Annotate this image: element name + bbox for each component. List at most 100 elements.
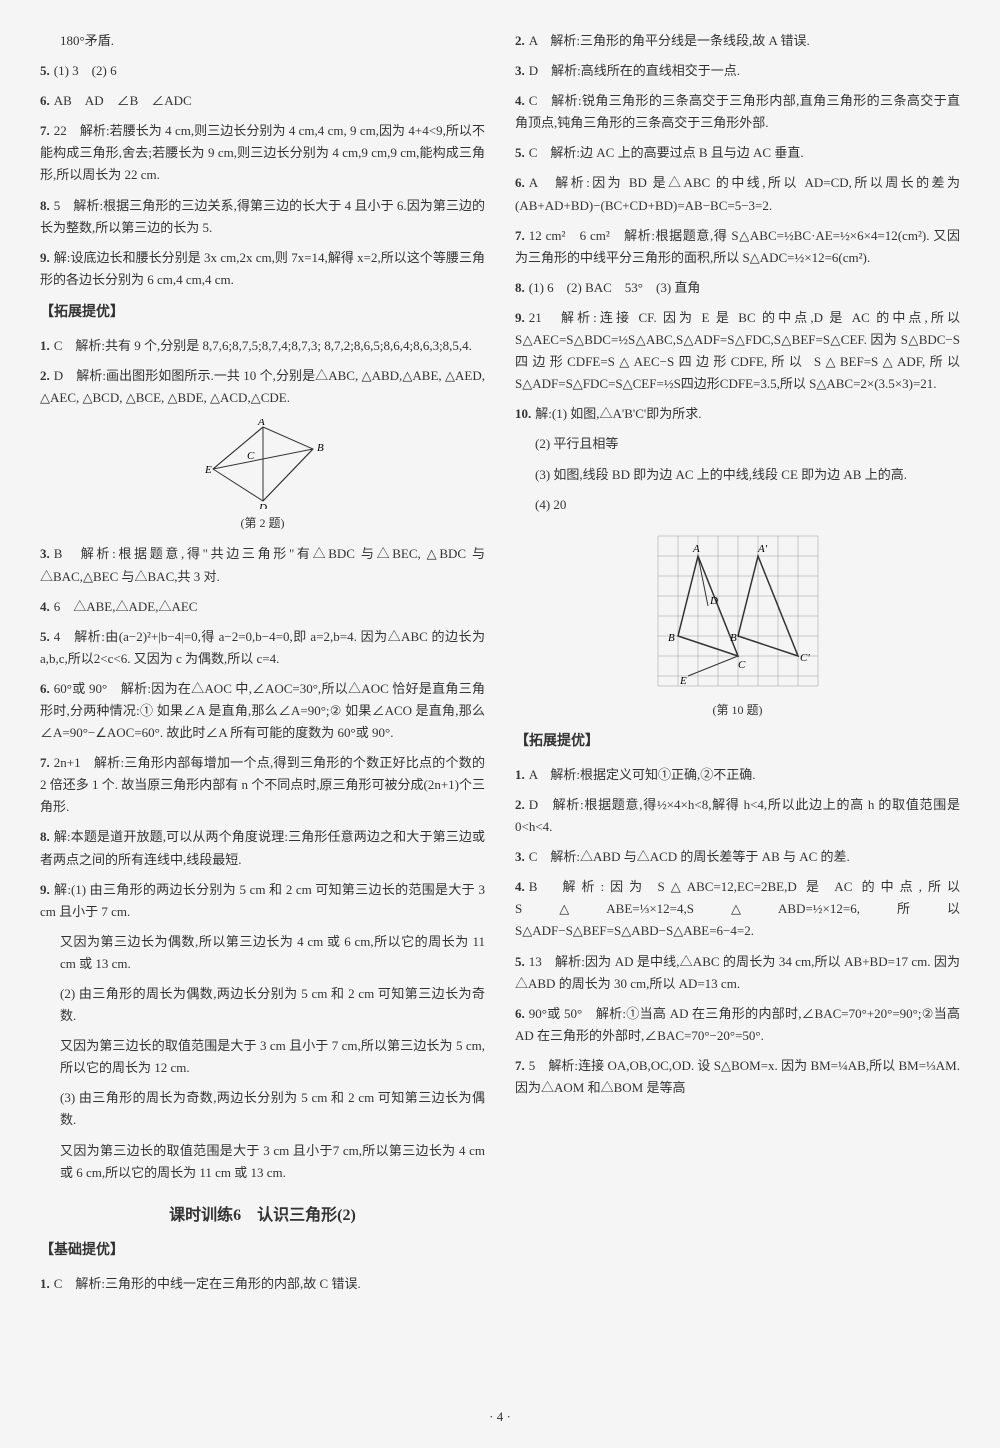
left-base-items: 1.C 解析:三角形的中线一定在三角形的内部,故 C 错误. — [40, 1273, 485, 1295]
svg-text:A: A — [692, 543, 700, 555]
item-number: 3. — [515, 849, 525, 864]
item-number: 10. — [515, 406, 531, 421]
item-number: 1. — [40, 1276, 50, 1291]
item-number: 3. — [40, 546, 50, 561]
answer-item: 4.C 解析:锐角三角形的三条高交于三角形内部,直角三角形的三条高交于直角顶点,… — [515, 90, 960, 134]
svg-text:E: E — [204, 464, 212, 476]
item-text: AB AD ∠B ∠ADC — [54, 93, 192, 108]
svg-text:C: C — [247, 450, 255, 462]
answer-item: 6.60°或 90° 解析:因为在△AOC 中,∠AOC=30°,所以△AOC … — [40, 678, 485, 744]
svg-text:D: D — [258, 502, 267, 509]
answer-item: 3.D 解析:高线所在的直线相交于一点. — [515, 60, 960, 82]
item-number: 2. — [515, 33, 525, 48]
right-column: 2.A 解析:三角形的角平分线是一条线段,故 A 错误. 3.D 解析:高线所在的… — [515, 30, 960, 1418]
item-number: 5. — [515, 954, 525, 969]
item-text: 21 解析:连接 CF. 因为 E 是 BC 的中点,D 是 AC 的中点,所以… — [515, 310, 960, 391]
answer-item: 3. C 解析:△ABD 与△ACD 的周长差等于 AB 与 AC 的差. — [515, 846, 960, 868]
q9-parts: 又因为第三边长为偶数,所以第三边长为 4 cm 或 6 cm,所以它的周长为 1… — [40, 931, 485, 1184]
item-text: D 解析:画出图形如图所示.一共 10 个,分别是△ABC, △ABD,△ABE… — [40, 368, 485, 405]
item-text: B 解析:根据题意,得"共边三角形"有△BDC 与△BEC, △BDC 与△BA… — [40, 546, 485, 583]
item-number: 9. — [40, 882, 50, 897]
answer-item: 6.90°或 50° 解析:①当高 AD 在三角形的内部时,∠BAC=70°+2… — [515, 1003, 960, 1047]
item-text: 解:(1) 如图,△A'B'C'即为所求. — [535, 406, 701, 421]
item-text: 22 解析:若腰长为 4 cm,则三边长分别为 4 cm,4 cm, 9 cm,… — [40, 123, 485, 182]
item-number: 9. — [40, 250, 50, 265]
answer-item: 5. (1) 3 (2) 6 — [40, 60, 485, 82]
item-number: 7. — [40, 123, 50, 138]
item-number: 5. — [40, 629, 50, 644]
item-number: 8. — [40, 198, 50, 213]
answer-item: 7.2n+1 解析:三角形内部每增加一个点,得到三角形的个数正好比点的个数的 2… — [40, 752, 485, 818]
item-number: 4. — [40, 599, 50, 614]
item-text: B 解析:因为 S△ABC=12,EC=2BE,D 是 AC 的中点,所以 S△… — [515, 879, 960, 938]
item-number: 7. — [515, 228, 525, 243]
answer-item: 7.12 cm² 6 cm² 解析:根据题意,得 S△ABC=½BC·AE=½×… — [515, 225, 960, 269]
answer-item: 2.A 解析:三角形的角平分线是一条线段,故 A 错误. — [515, 30, 960, 52]
item-text: D 解析:根据题意,得½×4×h<8,解得 h<4,所以此边上的高 h 的取值范… — [515, 797, 960, 834]
sub-part: 又因为第三边长的取值范围是大于 3 cm 且小于 7 cm,所以第三边长为 5 … — [40, 1035, 485, 1079]
item-number: 9. — [515, 310, 525, 325]
svg-text:C': C' — [800, 652, 810, 664]
answer-item: 8.(1) 6 (2) BAC 53° (3) 直角 — [515, 277, 960, 299]
figure-10-caption: (第 10 题) — [515, 700, 960, 720]
item-text: C 解析:边 AC 上的高要过点 B 且与边 AC 垂直. — [529, 145, 804, 160]
item-text: 解:本题是道开放题,可以从两个角度说理:三角形任意两边之和大于第三边或者两点之间… — [40, 829, 485, 866]
item-text: C 解析:△ABD 与△ACD 的周长差等于 AB 与 AC 的差. — [529, 849, 850, 864]
item-number: 2. — [40, 368, 50, 383]
answer-item: 5. C 解析:边 AC 上的高要过点 B 且与边 AC 垂直. — [515, 142, 960, 164]
answer-item: 5.4 解析:由(a−2)²+|b−4|=0,得 a−2=0,b−4=0,即 a… — [40, 626, 485, 670]
item-text: C 解析:锐角三角形的三条高交于三角形内部,直角三角形的三条高交于直角顶点,钝角… — [515, 93, 960, 130]
svg-text:C: C — [738, 659, 746, 671]
continuation-text: 180°矛盾. — [40, 30, 485, 52]
answer-item: 6.AB AD ∠B ∠ADC — [40, 90, 485, 112]
answer-item: 1.C 解析:三角形的中线一定在三角形的内部,故 C 错误. — [40, 1273, 485, 1295]
item-text: 90°或 50° 解析:①当高 AD 在三角形的内部时,∠BAC=70°+20°… — [515, 1006, 960, 1043]
item-number: 6. — [515, 1006, 525, 1021]
right-base-items: 2.A 解析:三角形的角平分线是一条线段,故 A 错误. 3.D 解析:高线所在的… — [515, 30, 960, 425]
triangle-diagram-icon: A B E D C — [193, 419, 333, 509]
item-text: C 解析:共有 9 个,分别是 8,7,6;8,7,5;8,7,4;8,7,3;… — [54, 338, 472, 353]
svg-text:B': B' — [730, 632, 740, 644]
q10-parts: (2) 平行且相等(3) 如图,线段 BD 即为边 AC 上的中线,线段 CE … — [515, 433, 960, 515]
item-text: 60°或 90° 解析:因为在△AOC 中,∠AOC=30°,所以△AOC 恰好… — [40, 681, 485, 740]
answer-item: 7.22 解析:若腰长为 4 cm,则三边长分别为 4 cm,4 cm, 9 c… — [40, 120, 485, 186]
item-number: 5. — [515, 145, 525, 160]
item-text: 5 解析:连接 OA,OB,OC,OD. 设 S△BOM=x. 因为 BM=¼A… — [515, 1058, 960, 1095]
page-number: · 4 · — [489, 1406, 511, 1428]
item-number: 7. — [515, 1058, 525, 1073]
item-text: (1) 3 (2) 6 — [54, 63, 117, 78]
left-ext-items: 1. C 解析:共有 9 个,分别是 8,7,6;8,7,5;8,7,4;8,7,… — [40, 335, 485, 409]
sub-part: (2) 由三角形的周长为偶数,两边长分别为 5 cm 和 2 cm 可知第三边长… — [40, 983, 485, 1027]
left-main-items: 5. (1) 3 (2) 6 6.AB AD ∠B ∠ADC 7.22 解析:若腰长为… — [40, 60, 485, 291]
item-text: 6 △ABE,△ADE,△AEC — [54, 599, 198, 614]
svg-text:B: B — [317, 442, 324, 454]
extension-title: 【拓展提优】 — [40, 301, 485, 325]
item-text: 12 cm² 6 cm² 解析:根据题意,得 S△ABC=½BC·AE=½×6×… — [515, 228, 960, 265]
item-number: 6. — [515, 175, 525, 190]
svg-text:A: A — [257, 419, 265, 428]
item-text: (1) 6 (2) BAC 53° (3) 直角 — [529, 280, 701, 295]
item-text: A 解析:根据定义可知①正确,②不正确. — [529, 767, 756, 782]
item-text: 4 解析:由(a−2)²+|b−4|=0,得 a−2=0,b−4=0,即 a=2… — [40, 629, 485, 666]
svg-text:A': A' — [757, 543, 768, 555]
right-ext-items: 1.A 解析:根据定义可知①正确,②不正确.2.D 解析:根据题意,得½×4×h… — [515, 764, 960, 1099]
answer-item: 1. A 解析:根据定义可知①正确,②不正确. — [515, 764, 960, 786]
sub-part: (3) 由三角形的周长为奇数,两边长分别为 5 cm 和 2 cm 可知第三边长… — [40, 1087, 485, 1131]
item-text: 5 解析:根据三角形的三边关系,得第三边的长大于 4 且小于 6.因为第三边的长… — [40, 198, 485, 235]
sub-part: 又因为第三边长的取值范围是大于 3 cm 且小于7 cm,所以第三边长为 4 c… — [40, 1140, 485, 1184]
lesson-title: 课时训练6 认识三角形(2) — [40, 1202, 485, 1229]
item-number: 8. — [40, 829, 50, 844]
item-number: 6. — [40, 681, 50, 696]
answer-item: 9.21 解析:连接 CF. 因为 E 是 BC 的中点,D 是 AC 的中点,… — [515, 307, 960, 395]
grid-triangle-icon: A A' B B' C C' D E — [638, 526, 838, 696]
figure-2-caption: (第 2 题) — [40, 513, 485, 533]
base-title-left: 【基础提优】 — [40, 1239, 485, 1263]
item-number: 5. — [40, 63, 50, 78]
answer-item: 8.解:本题是道开放题,可以从两个角度说理:三角形任意两边之和大于第三边或者两点… — [40, 826, 485, 870]
answer-item: 10. 解:(1) 如图,△A'B'C'即为所求. — [515, 403, 960, 425]
item-text: 解:设底边长和腰长分别是 3x cm,2x cm,则 7x=14,解得 x=2,… — [40, 250, 485, 287]
item-text: 13 解析:因为 AD 是中线,△ABC 的周长为 34 cm,所以 AB+BD… — [515, 954, 960, 991]
item-number: 1. — [515, 767, 525, 782]
answer-item: 4.B 解析:因为 S△ABC=12,EC=2BE,D 是 AC 的中点,所以 … — [515, 876, 960, 942]
item-number: 1. — [40, 338, 50, 353]
